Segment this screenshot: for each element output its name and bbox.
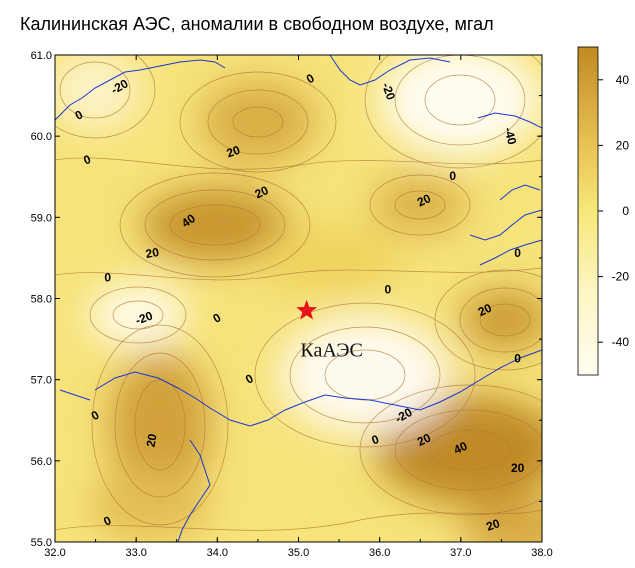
contour-label: 40 (451, 439, 469, 457)
contour-label: 0 (384, 283, 391, 297)
x-tick-label: 34.0 (207, 547, 228, 559)
contour-label: 20 (415, 191, 433, 209)
colorbar-ticks: 40 20 0 -20 -40 (598, 73, 629, 349)
colorbar-tick-label: -40 (612, 335, 630, 349)
axis-ticks: 32.0 33.0 34.0 35.0 36.0 37.0 38.0 55.0 56.0 57.0… (31, 50, 553, 559)
x-tick-label: 38.0 (531, 547, 552, 559)
map-title: Калининская АЭС, аномалии в свободном во… (20, 14, 494, 34)
contour-label: 20 (144, 432, 160, 448)
y-tick-label: 57.0 (31, 375, 52, 387)
contour-label: 20 (511, 461, 525, 475)
station-marker: КаАЭС (296, 299, 363, 362)
contour-label: -20 (379, 81, 398, 102)
y-tick-label: 56.0 (31, 456, 52, 468)
contour-label: -40 (501, 126, 519, 147)
y-tick-label: 60.0 (31, 131, 52, 143)
rivers (55, 55, 542, 542)
y-tick-label: 55.0 (31, 537, 52, 549)
contour-lines (55, 55, 542, 531)
y-tick-label: 61.0 (31, 50, 52, 62)
y-tick-label: 59.0 (31, 212, 52, 224)
contour-label: 20 (476, 301, 494, 319)
contour-label: 0 (514, 246, 521, 260)
contour-label: 0 (104, 270, 111, 284)
colorbar: 40 20 0 -20 -40 (577, 46, 629, 376)
contour-label: 0 (82, 152, 93, 168)
colorbar-scale (577, 46, 599, 376)
contour-label: 20 (484, 516, 502, 534)
y-tick-label: 58.0 (31, 294, 52, 306)
colorbar-tick-label: 0 (622, 204, 629, 218)
contour-label: 20 (225, 143, 243, 161)
colorbar-tick-label: 40 (616, 73, 630, 87)
x-tick-label: 32.0 (44, 547, 65, 559)
x-tick-label: 36.0 (369, 547, 390, 559)
contour-label: 20 (144, 245, 160, 261)
x-tick-label: 33.0 (125, 547, 146, 559)
contour-label: 0 (514, 352, 521, 366)
contour-label: 20 (253, 183, 271, 201)
x-tick-label: 37.0 (450, 547, 471, 559)
contour-label: 0 (449, 169, 456, 183)
x-tick-label: 35.0 (288, 547, 309, 559)
contour-label: 0 (370, 432, 381, 448)
colorbar-tick-label: 20 (616, 138, 630, 152)
star-icon (296, 299, 318, 320)
station-label: КаАЭС (300, 340, 362, 362)
anomaly-field (55, 55, 542, 542)
contour-label: 20 (415, 430, 433, 448)
contour-label: -20 (133, 308, 154, 327)
colorbar-tick-label: -20 (612, 270, 630, 284)
